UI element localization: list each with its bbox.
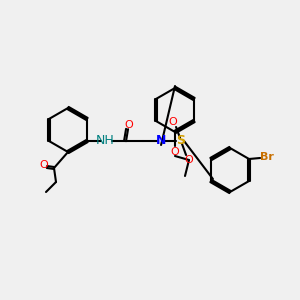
Text: O: O — [125, 120, 134, 130]
Text: Br: Br — [260, 152, 274, 162]
Text: NH: NH — [96, 134, 114, 148]
Text: O: O — [171, 147, 179, 157]
Text: N: N — [156, 134, 166, 148]
Text: S: S — [177, 134, 186, 148]
Text: O: O — [185, 155, 194, 165]
Text: O: O — [169, 117, 177, 127]
Text: O: O — [40, 160, 48, 170]
